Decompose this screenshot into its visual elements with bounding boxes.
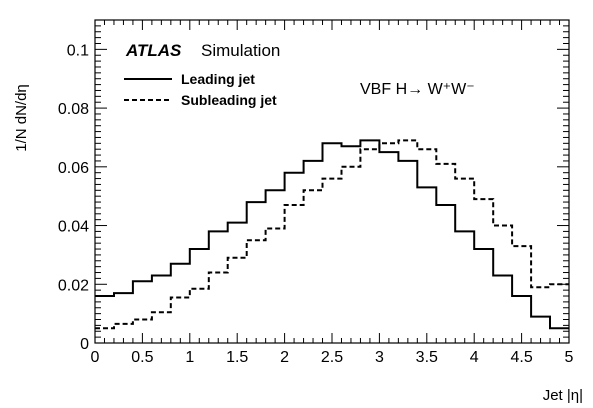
y-tick-label: 0 <box>80 336 89 353</box>
x-axis-title: Jet |η| <box>543 387 583 404</box>
x-tick-label: 4.5 <box>510 349 532 366</box>
y-tick-label: 0.1 <box>67 42 89 59</box>
x-tick-label: 5 <box>565 349 574 366</box>
x-tick-label: 4 <box>470 349 479 366</box>
series-leading-jet <box>95 139 569 330</box>
plot-frame <box>94 19 570 344</box>
x-tick-label: 1.5 <box>226 349 248 366</box>
y-axis-title: 1/N dN/dη <box>13 84 30 152</box>
x-tick-label: 3 <box>375 349 384 366</box>
x-tick-label: 0 <box>91 349 100 366</box>
x-tick-label: 3.5 <box>416 349 438 366</box>
experiment-label: ATLAS <box>125 41 182 60</box>
x-tick-label: 2 <box>280 349 289 366</box>
y-tick-label: 0.08 <box>58 101 89 118</box>
y-tick-label: 0.02 <box>58 277 89 294</box>
x-tick-label: 1 <box>185 349 194 366</box>
y-tick-label: 0.04 <box>58 219 89 236</box>
x-tick-label: 0.5 <box>131 349 153 366</box>
y-tick-label: 0.06 <box>58 160 89 177</box>
legend-label-subleading: Subleading jet <box>181 92 277 108</box>
process-label: VBF H→ W⁺W⁻ <box>360 81 475 98</box>
legend-label-leading: Leading jet <box>181 71 255 87</box>
series-subleading-jet <box>95 139 569 330</box>
simulation-label: Simulation <box>201 41 280 60</box>
plot-area: 0 0.5 1 1.5 2 2.5 3 3.5 4 4.5 5 0 0.02 0.04 0.06 0.08 0.… <box>58 19 574 366</box>
x-tick-label: 2.5 <box>321 349 343 366</box>
